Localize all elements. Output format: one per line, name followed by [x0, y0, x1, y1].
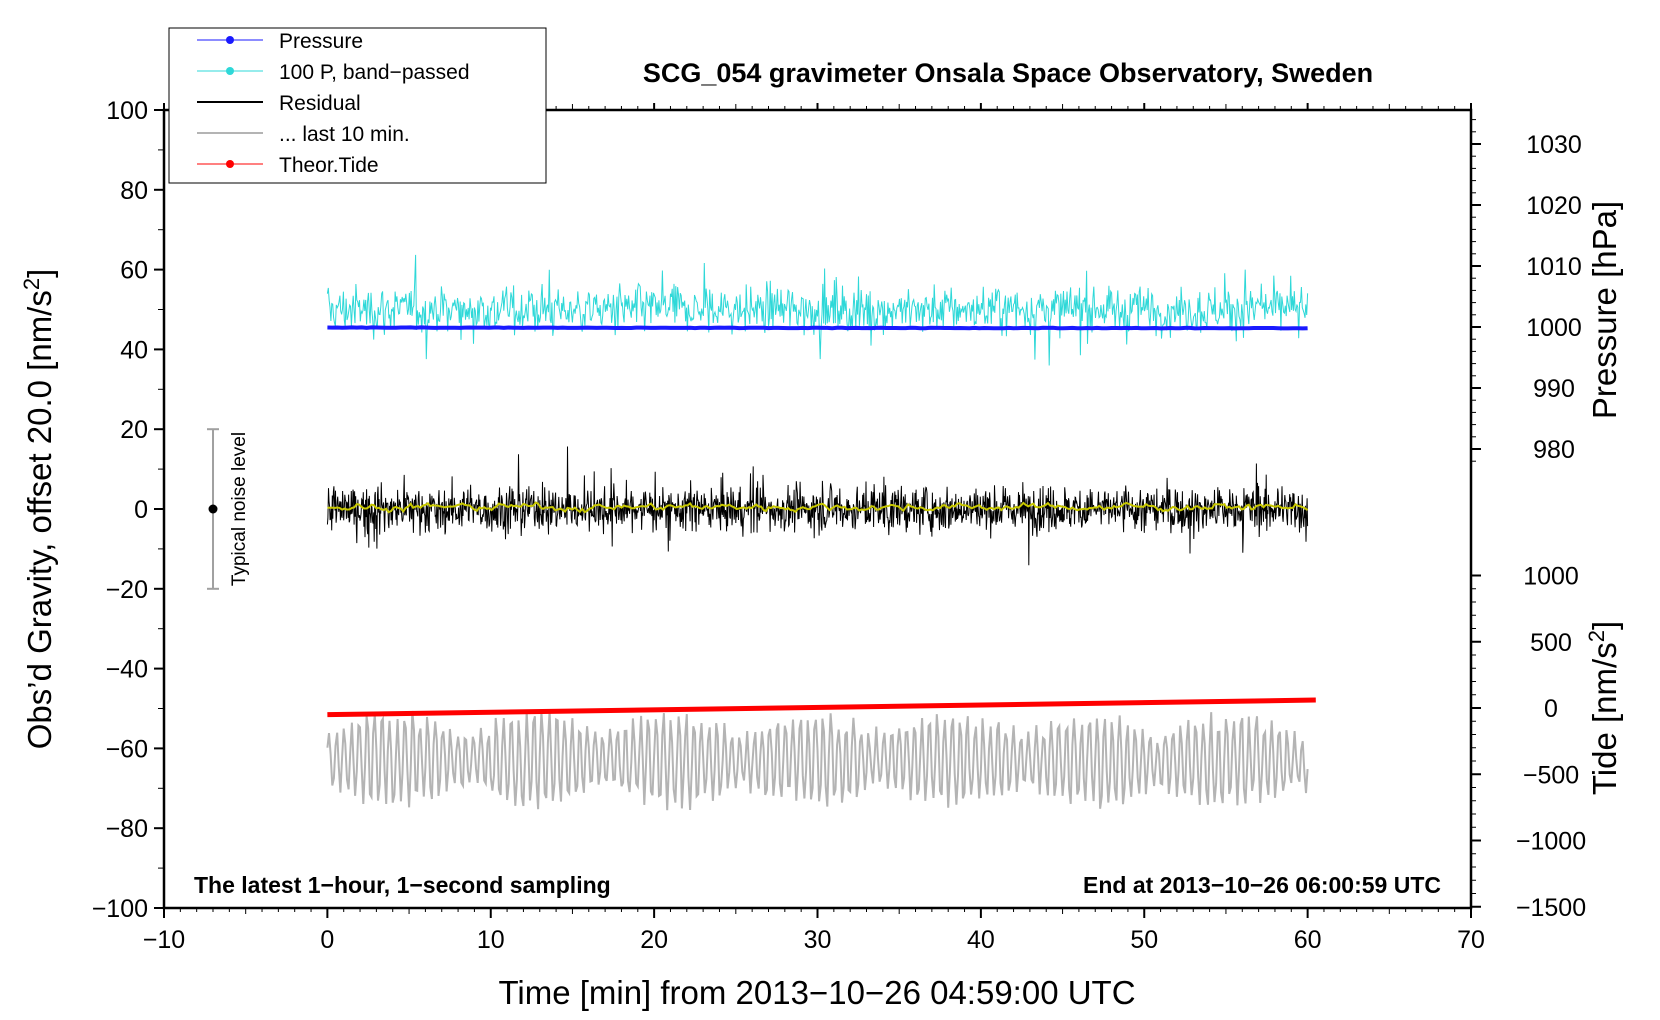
y-tick-label: 0: [134, 496, 148, 524]
legend-label: Pressure: [279, 30, 363, 53]
pressure-tick-label: 1010: [1526, 253, 1582, 281]
tide-tick-label: −500: [1523, 761, 1579, 789]
footer-right: End at 2013−10−26 06:00:59 UTC: [1083, 872, 1441, 898]
x-tick-label: 70: [1457, 926, 1485, 954]
pressure-tick-label: 1020: [1526, 192, 1582, 220]
y-axis-title-sup: 2: [19, 278, 44, 290]
y-tick-label: −80: [106, 815, 148, 843]
y-axis-title: Obs’d Gravity, offset 20.0 [nm/s2]: [19, 269, 58, 750]
y-tick-label: −100: [92, 895, 148, 923]
pressure-axis-ticks: 980 990 1000 1010 1020 1030: [1471, 119, 1582, 464]
series-residual-line: [326, 446, 1309, 566]
tide-axis-title-end: ]: [1586, 621, 1623, 630]
x-tick-label: 60: [1294, 926, 1322, 954]
pressure-tick-label: 980: [1533, 436, 1575, 464]
y-tick-label: −40: [106, 656, 148, 684]
x-tick-label: 0: [320, 926, 334, 954]
legend-box: [168, 27, 547, 184]
series-residual-smoothed-line: [327, 501, 1309, 514]
y-tick-label: −20: [106, 576, 148, 604]
tide-axis-title-sup: 2: [1584, 630, 1609, 642]
tide-tick-label: 0: [1544, 695, 1558, 723]
tide-axis-title: Tide [nm/s2]: [1584, 621, 1623, 795]
x-tick-label: 50: [1130, 926, 1158, 954]
legend-label: Theor.Tide: [279, 154, 379, 177]
noise-indicator: Typical noise level: [207, 428, 250, 590]
pressure-tick-label: 1000: [1526, 314, 1582, 342]
chart-title: SCG_054 gravimeter Onsala Space Observat…: [643, 58, 1373, 88]
legend-label: 100 P, band−passed: [279, 61, 470, 84]
x-tick-label: 30: [804, 926, 832, 954]
series-band-passed-line: [326, 254, 1309, 366]
legend: Pressure 100 P, band−passed Residual ... la…: [168, 27, 547, 184]
y-tick-label: −60: [106, 735, 148, 763]
legend-label: Residual: [279, 92, 361, 115]
series-layer: [326, 254, 1316, 811]
x-tick-label: −10: [143, 926, 185, 954]
pressure-tick-label: 990: [1533, 375, 1575, 403]
legend-marker-4: [226, 160, 234, 168]
legend-marker-1: [226, 67, 234, 75]
x-axis-ticks: −10 0 10 20 30 40 50 60 70: [143, 103, 1485, 954]
tide-tick-label: 500: [1530, 629, 1572, 657]
y-axis-title-main: Obs’d Gravity, offset 20.0 [nm/s: [21, 290, 58, 749]
series-pressure-line: [327, 325, 1308, 331]
tide-tick-label: −1000: [1516, 828, 1586, 856]
tide-tick-label: −1500: [1516, 894, 1586, 922]
series-last-10-min-line: [326, 710, 1309, 811]
y-tick-label: 20: [120, 416, 148, 444]
tide-axis-title-main: Tide [nm/s: [1586, 642, 1623, 795]
noise-label: Typical noise level: [229, 432, 250, 586]
legend-label: ... last 10 min.: [279, 123, 410, 146]
pressure-tick-label: 1030: [1526, 131, 1582, 159]
tide-axis-ticks: −1500 −1000 −500 0 500 1000: [1471, 563, 1586, 922]
x-tick-label: 20: [640, 926, 668, 954]
noise-bar-center-dot: [208, 504, 218, 514]
series-theor-tide-line: [327, 697, 1316, 718]
y-axis-ticks: −100 −80 −60 −40 −20 0 20 40 60 80 100: [92, 97, 164, 923]
y-tick-label: 60: [120, 257, 148, 285]
x-tick-label: 10: [477, 926, 505, 954]
x-tick-label: 40: [967, 926, 995, 954]
y-tick-label: 40: [120, 336, 148, 364]
tide-tick-label: 1000: [1523, 563, 1579, 591]
y-tick-label: 100: [106, 97, 148, 125]
legend-marker-0: [226, 36, 234, 44]
y-axis-title-end: ]: [21, 269, 58, 278]
x-axis-title: Time [min] from 2013−10−26 04:59:00 UTC: [498, 974, 1135, 1011]
footer-left: The latest 1−hour, 1−second sampling: [194, 872, 611, 898]
pressure-axis-title: Pressure [hPa]: [1586, 201, 1623, 419]
y-tick-label: 80: [120, 177, 148, 205]
